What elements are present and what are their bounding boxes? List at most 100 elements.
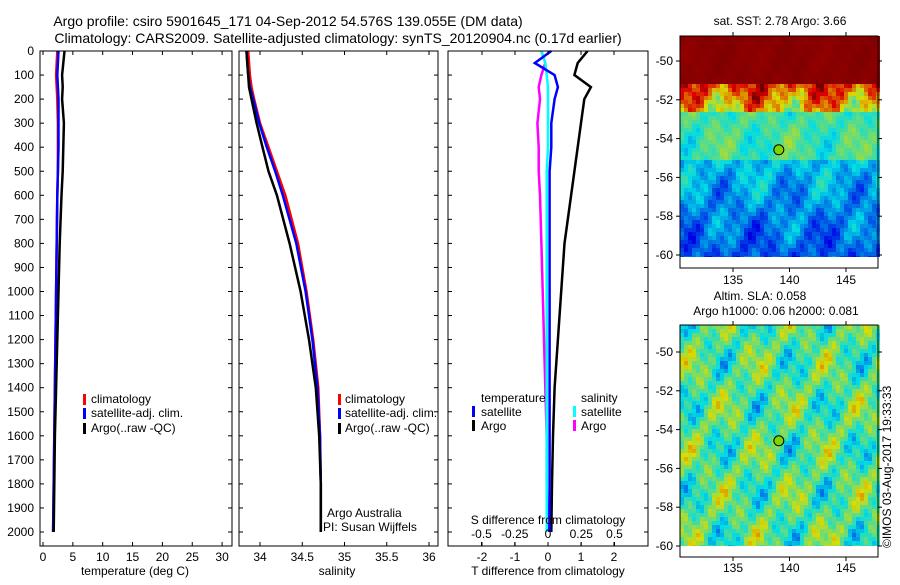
map-cell — [736, 425, 740, 429]
map-cell — [744, 437, 748, 441]
map-cell — [704, 84, 708, 88]
map-cell — [732, 421, 736, 425]
map-cell — [868, 333, 872, 337]
map-cell — [724, 140, 728, 144]
map-cell — [764, 140, 768, 144]
map-cell — [796, 441, 800, 445]
map-cell — [784, 393, 788, 397]
map-cell — [800, 116, 804, 120]
map-cell — [828, 481, 832, 485]
map-cell — [816, 104, 820, 108]
map-cell — [748, 489, 752, 493]
map-cell — [780, 405, 784, 409]
map-cell — [736, 68, 740, 72]
map-cell — [748, 148, 752, 152]
map-cell — [856, 417, 860, 421]
map-cell — [844, 497, 848, 501]
map-cell — [720, 76, 724, 80]
map-cell — [764, 108, 768, 112]
map-cell — [808, 477, 812, 481]
map-cell — [776, 72, 780, 76]
map-cell — [812, 465, 816, 469]
map-cell — [756, 465, 760, 469]
map-cell — [688, 172, 692, 176]
map-cell — [736, 437, 740, 441]
map-cell — [716, 140, 720, 144]
map-cell — [768, 389, 772, 393]
map-cell — [692, 341, 696, 345]
map-cell — [736, 417, 740, 421]
map-cell — [828, 405, 832, 409]
map-cell — [752, 349, 756, 353]
map-cell — [724, 236, 728, 240]
map-cell — [752, 493, 756, 497]
map-cell — [788, 337, 792, 341]
map-cell — [696, 108, 700, 112]
map-cell — [860, 152, 864, 156]
map-cell — [832, 228, 836, 232]
map-cell — [768, 60, 772, 64]
map-cell — [804, 341, 808, 345]
map-cell — [836, 449, 840, 453]
map-cell — [868, 345, 872, 349]
map-cell — [784, 232, 788, 236]
map-cell — [792, 192, 796, 196]
map-cell — [796, 385, 800, 389]
map-cell — [836, 176, 840, 180]
map-cell — [712, 36, 716, 40]
map-cell — [800, 453, 804, 457]
map-cell — [732, 52, 736, 56]
map-cell — [844, 232, 848, 236]
map-cell — [760, 56, 764, 60]
map-cell — [804, 76, 808, 80]
map-cell — [868, 212, 872, 216]
map-cell — [840, 140, 844, 144]
map-cell — [696, 232, 700, 236]
map-cell — [788, 333, 792, 337]
map-cell — [816, 192, 820, 196]
map-cell — [724, 485, 728, 489]
map-cell — [768, 333, 772, 337]
map-cell — [696, 152, 700, 156]
map-cell — [788, 429, 792, 433]
map-cell — [840, 429, 844, 433]
map-cell — [824, 240, 828, 244]
map-cell — [868, 429, 872, 433]
map-cell — [692, 333, 696, 337]
map-cell — [712, 493, 716, 497]
map-cell — [808, 84, 812, 88]
map-cell — [868, 341, 872, 345]
map-cell — [708, 469, 712, 473]
map-cell — [820, 200, 824, 204]
map-cell — [868, 140, 872, 144]
map-cell — [844, 236, 848, 240]
map-cell — [728, 389, 732, 393]
map-cell — [828, 100, 832, 104]
map-cell — [872, 164, 876, 168]
map-cell — [864, 60, 868, 64]
map-cell — [708, 437, 712, 441]
map-cell — [792, 433, 796, 437]
map-cell — [828, 48, 832, 52]
map-cell — [752, 333, 756, 337]
map-cell — [752, 240, 756, 244]
map-cell — [724, 116, 728, 120]
map-cell — [816, 212, 820, 216]
map-cell — [708, 445, 712, 449]
map-cell — [852, 473, 856, 477]
map-cell — [764, 192, 768, 196]
map-cell — [704, 381, 708, 385]
map-cell — [708, 349, 712, 353]
map-cell — [708, 329, 712, 333]
map-cell — [872, 357, 876, 361]
map-cell — [764, 405, 768, 409]
map-cell — [820, 156, 824, 160]
map-cell — [860, 421, 864, 425]
map-cell — [708, 208, 712, 212]
map-cell — [812, 357, 816, 361]
map-cell — [724, 365, 728, 369]
map-cell — [836, 140, 840, 144]
map-cell — [780, 172, 784, 176]
map-cell — [756, 401, 760, 405]
map-cell — [692, 437, 696, 441]
